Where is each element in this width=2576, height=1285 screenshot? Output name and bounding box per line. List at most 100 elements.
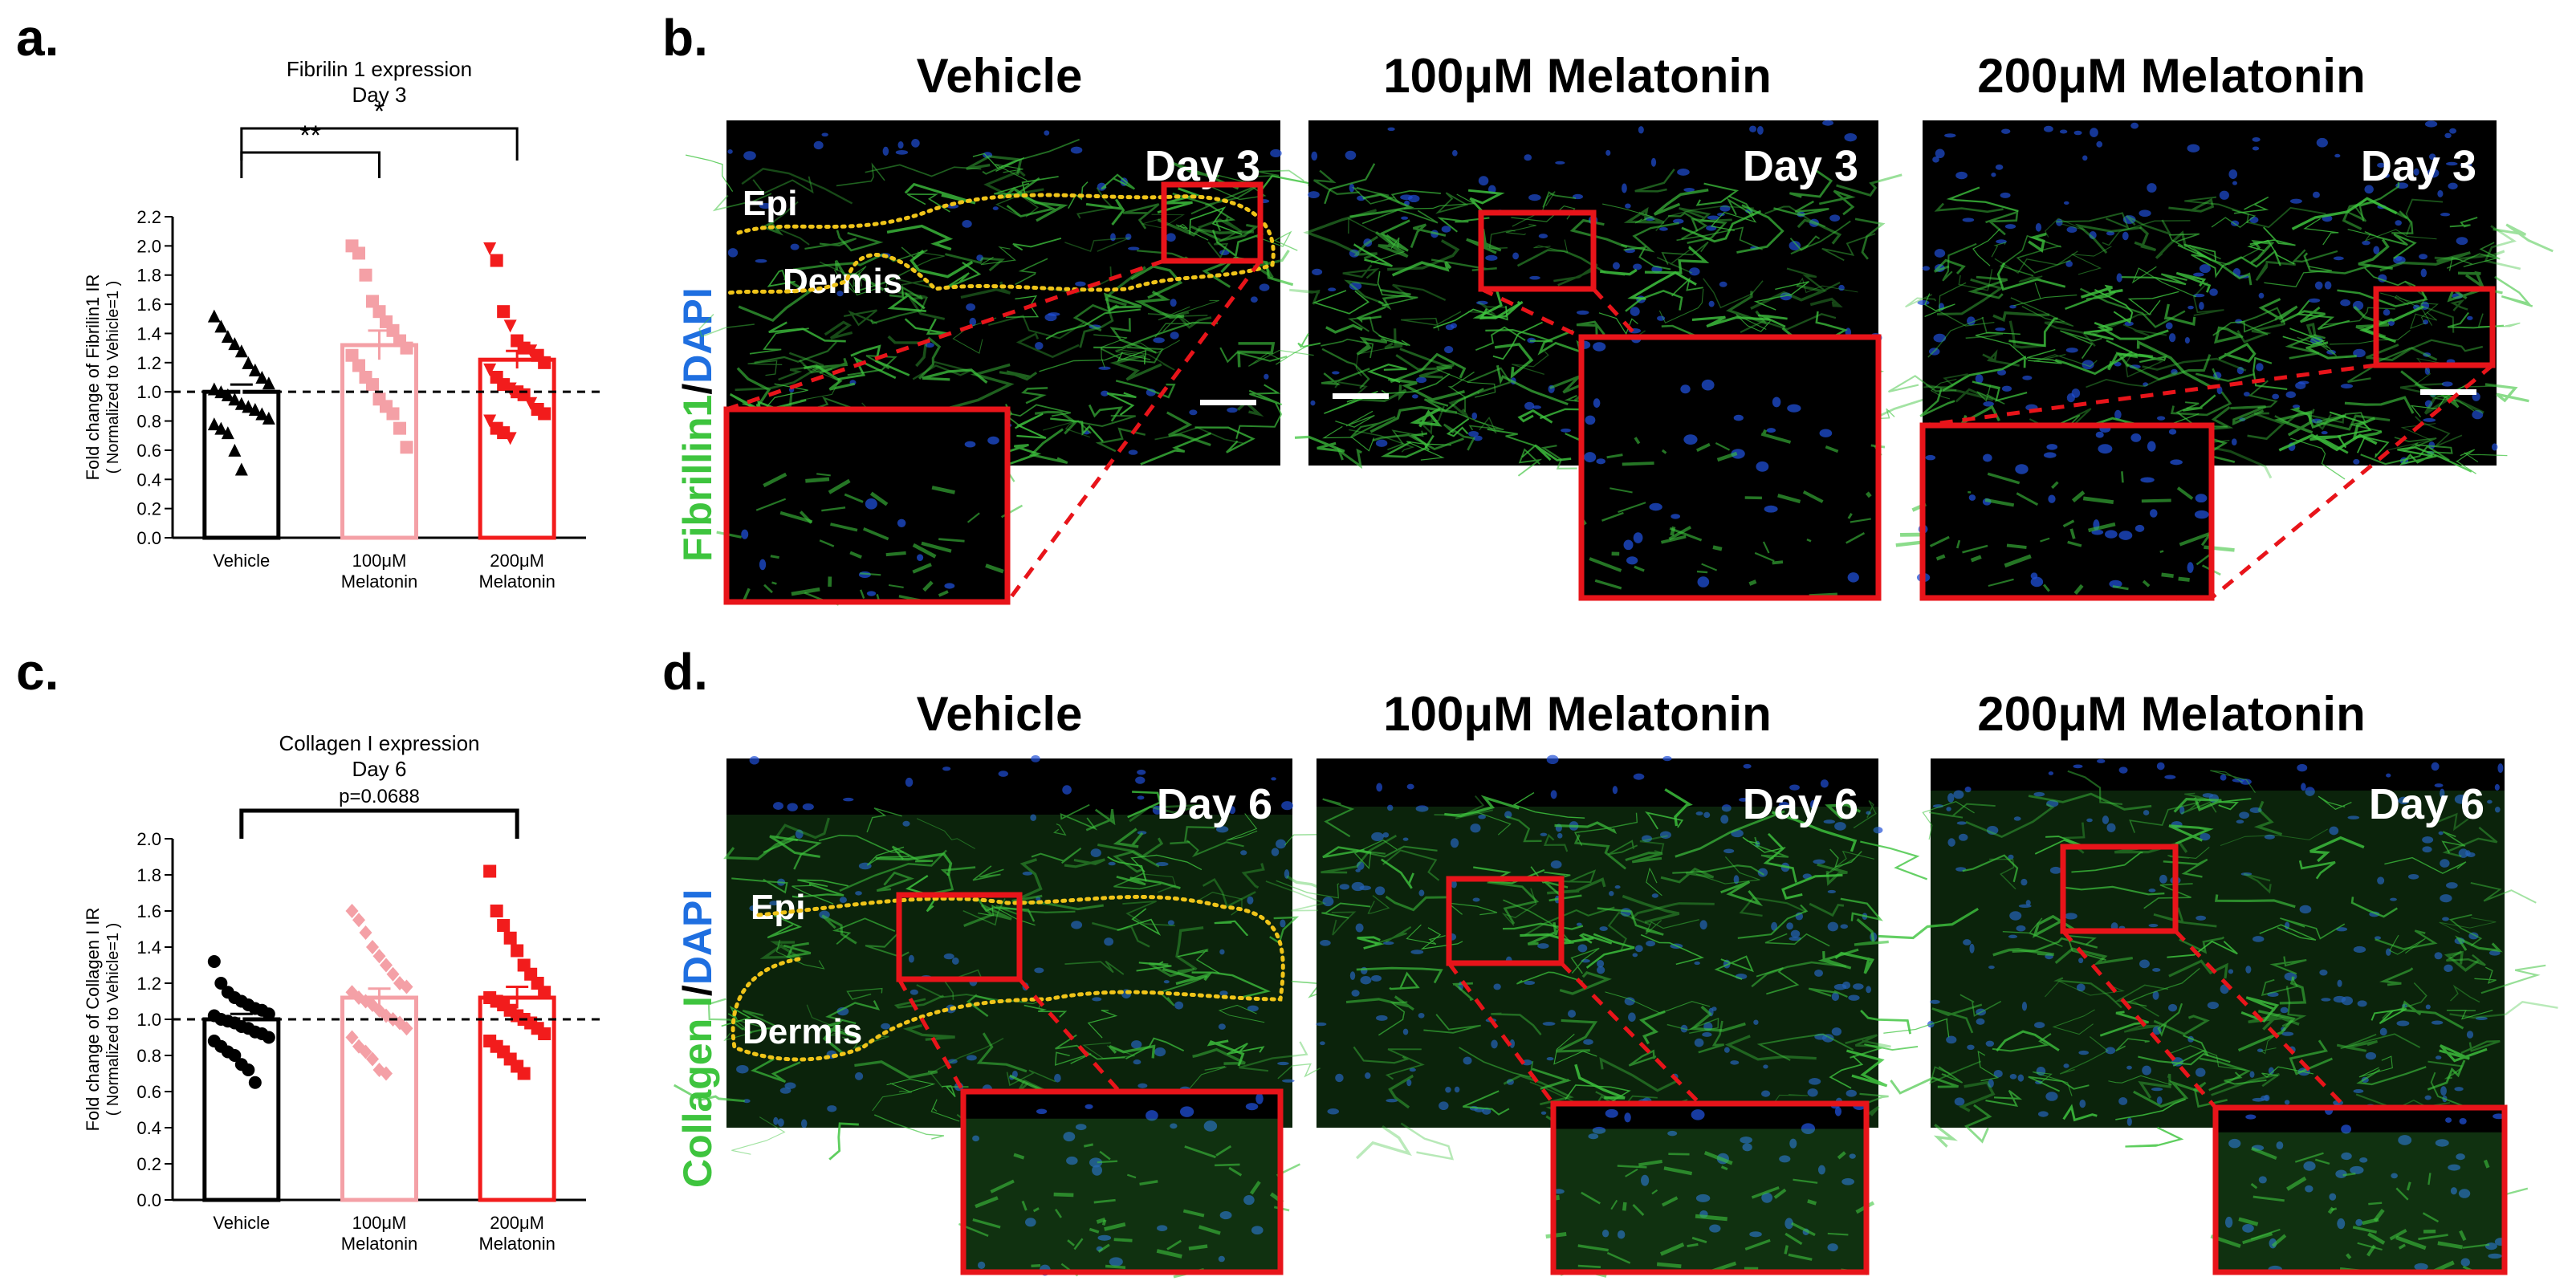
region-outline [724,193,1276,295]
inset-nucleus [1075,1124,1087,1131]
fiber [778,352,824,381]
fiber [1109,354,1162,381]
nucleus [925,342,934,348]
fiber [2439,1044,2488,1063]
nucleus [1218,1023,1226,1030]
fiber [1985,1089,2023,1107]
fiber [1781,873,1843,900]
inset-nucleus [1085,1104,1093,1109]
fiber [1420,927,1463,950]
inset-fiber [1751,1185,1780,1199]
nucleus [2444,132,2452,139]
fiber [2106,340,2167,364]
fiber [731,877,788,894]
fiber [1644,246,1710,274]
inset-fiber [1935,554,1946,561]
nucleus [1577,944,1588,953]
fiber [1313,169,1360,195]
fiber [978,905,1036,926]
nucleus [2301,783,2306,791]
inset-frame [960,1088,1284,1275]
inset-nucleus [2459,1118,2467,1124]
fiber [1602,203,1654,224]
fiber [834,259,885,291]
fiber [775,939,825,970]
nucleus [1400,194,1413,201]
inset-fiber [1609,487,1633,494]
fiber [1599,1057,1679,1092]
nucleus [1271,777,1276,781]
nucleus [1962,218,1975,222]
nucleus [2249,216,2259,224]
fiber [1385,1048,1425,1080]
nucleus [2460,162,2472,168]
fiber [1676,226,1763,250]
fiber [1542,191,1577,208]
fiber [1919,388,1955,417]
data-point [483,414,497,428]
fiber [1517,448,1543,477]
fiber [846,987,883,1000]
inset-fiber [1606,1251,1631,1264]
fiber [2414,357,2447,386]
data-point [400,979,413,994]
nucleus [1624,997,1635,1006]
fiber [2356,436,2390,459]
fiber [2484,225,2521,270]
fiber [1695,182,1740,206]
fiber [2375,929,2438,950]
nucleus [1809,799,1817,809]
nucleus [2407,873,2419,880]
nucleus [843,797,854,802]
fiber [1496,364,1569,406]
nucleus [1683,187,1695,193]
fiber [995,164,1028,181]
fiber [1672,864,1764,876]
data-point [248,1076,262,1089]
fiber [930,1038,1004,1088]
inset-nucleus [2134,524,2145,532]
fiber [2163,858,2208,878]
fiber [1113,828,1144,848]
nucleus [790,243,800,250]
nucleus [2448,182,2458,189]
fiber [783,941,812,958]
fiber [1975,331,2028,360]
fiber [2474,966,2497,984]
nucleus [966,303,976,311]
inset-nucleus [1749,1231,1762,1238]
nucleus [2316,137,2328,148]
fiber [769,835,820,858]
nucleus [2017,1074,2025,1082]
fiber [1248,349,1314,367]
nucleus [1976,1018,1985,1025]
fiber [2184,792,2213,802]
inset-fiber [1929,535,1950,547]
fiber [2384,856,2467,874]
inset-nucleus [1179,1106,1194,1117]
fiber [833,269,889,293]
fiber [1985,210,2019,236]
nucleus [2261,1095,2269,1101]
nucleus [1355,868,1361,872]
nucleus [2419,254,2428,260]
fiber [1625,852,1663,864]
inset-nucleus [917,554,924,561]
fiber [1846,1049,1888,1088]
inset-fiber [1622,462,1654,466]
nucleus [1472,897,1480,902]
nucleus [910,989,918,995]
inset-fiber [1691,1236,1707,1244]
nucleus [1491,1039,1498,1049]
fiber [1532,1067,1572,1090]
nucleus [2147,183,2157,193]
fiber [2448,256,2497,271]
inset-nucleus [2445,1117,2452,1123]
nucleus [2008,934,2018,938]
col-title-b-200: 200μM Melatonin [1977,49,2366,103]
inset-fiber [1777,494,1801,504]
nucleus [1240,850,1247,856]
nucleus [2467,315,2473,320]
nucleus [1597,966,1605,974]
nucleus [1827,889,1837,893]
